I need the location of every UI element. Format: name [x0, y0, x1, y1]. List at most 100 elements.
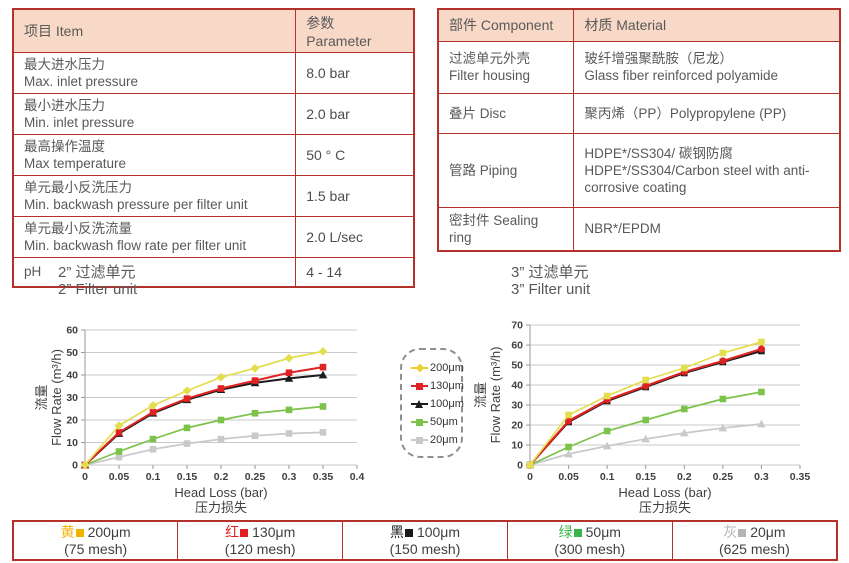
component-name-zh: 管路 Piping	[449, 162, 518, 178]
material-zh: HDPE*/SS304/ 碳钢防腐	[584, 145, 733, 161]
chart-3in-filter-unit: 0 10 20 30 40 50 60 70 0 0.05 0.1 0.15 0.2 0.25 0.3 0.3…	[473, 264, 810, 515]
data-point-icon	[758, 388, 765, 396]
bottom-legend-cell: 灰 20μm (625 mesh)	[671, 520, 838, 561]
data-point-icon	[216, 372, 226, 382]
data-point-icon	[565, 411, 572, 419]
bottom-legend: 黄 200μm (75 mesh) 红 130μm (120 mesh) 黑 100μ…	[12, 520, 838, 561]
material-en: HDPE*/SS304/Carbon steel with anti-corro…	[584, 162, 810, 195]
data-point-icon	[641, 434, 651, 443]
bottom-legend-cell: 绿 50μm (300 mesh)	[506, 520, 673, 561]
material-zh: NBR*/EPDM	[584, 221, 661, 237]
data-point-icon	[718, 423, 728, 432]
series-line-50μm	[84, 405, 324, 466]
color-name-zh: 绿	[558, 524, 573, 540]
svg-text:0.1: 0.1	[600, 471, 615, 483]
data-point-icon	[183, 440, 191, 447]
series-line-200μm	[84, 350, 324, 466]
data-point-icon	[319, 363, 327, 371]
item-name-en: Min. inlet pressure	[24, 115, 135, 130]
component-name-zh: 密封件 Sealing ring	[449, 212, 539, 245]
param-value: 1.5 bar	[295, 175, 415, 217]
series-line-20μm	[84, 431, 324, 466]
param-value: 4 - 14	[295, 257, 415, 287]
svg-text:流量: 流量	[34, 384, 49, 410]
legend-item: 20μm	[411, 431, 461, 449]
legend-marker-50um-icon	[411, 417, 428, 427]
color-swatch-icon	[573, 529, 582, 537]
data-point-icon	[319, 429, 327, 436]
svg-text:0.1: 0.1	[146, 471, 161, 483]
svg-text:70: 70	[511, 320, 523, 332]
spec-col-item-header: 项目 Item	[12, 8, 297, 53]
legend-label: 100μm	[430, 398, 464, 410]
data-point-icon	[758, 338, 765, 346]
data-point-icon	[182, 386, 192, 396]
data-point-icon	[318, 346, 328, 356]
material-en: Glass fiber reinforced polyamide	[584, 68, 778, 83]
svg-text:0: 0	[72, 460, 78, 472]
item-name-en: Max. inlet pressure	[24, 74, 139, 89]
legend-item: 200μm	[411, 359, 464, 377]
data-point-icon	[183, 395, 191, 402]
material-zh: 玻纤增强聚酰胺（尼龙）	[584, 51, 733, 66]
data-point-icon	[251, 432, 259, 440]
table-row: 单元最小反洗压力 Min. backwash pressure per filt…	[12, 175, 415, 217]
svg-text:0.35: 0.35	[313, 471, 334, 483]
table-row: 管路 Piping HDPE*/SS304/ 碳钢防腐 HDPE*/SS304/…	[437, 132, 841, 208]
material-table: 部件 Component 材质 Material 过滤单元外壳 Filter h…	[437, 8, 841, 252]
svg-text:0: 0	[517, 460, 523, 472]
svg-text:30: 30	[66, 392, 78, 404]
mat-col-component-header: 部件 Component	[437, 8, 575, 42]
legend-marker-100um-icon	[411, 399, 428, 409]
series-line-130μm	[84, 366, 324, 466]
legend-item: 50μm	[411, 413, 461, 431]
svg-text:20: 20	[66, 415, 78, 427]
data-point-icon	[149, 408, 157, 416]
data-point-icon	[642, 376, 650, 384]
param-value: 2.0 L/sec	[295, 216, 415, 258]
spec-col-param-header: 参数 Parameter	[295, 8, 415, 53]
mesh-size: (120 mesh)	[224, 541, 296, 557]
data-point-icon	[757, 345, 766, 353]
svg-text:流量: 流量	[473, 382, 488, 408]
table-row: 过滤单元外壳 Filter housing 玻纤增强聚酰胺（尼龙） Glass …	[437, 40, 841, 94]
data-point-icon	[285, 369, 293, 377]
micron-size: 200μm	[87, 524, 131, 540]
color-name-zh: 黄	[60, 524, 75, 540]
data-point-icon	[642, 416, 650, 424]
bottom-legend-cell: 黄 200μm (75 mesh)	[12, 520, 179, 561]
table-row: 单元最小反洗流量 Min. backwash flow rate per fil…	[12, 216, 415, 258]
item-name-zh: 最高操作温度	[24, 139, 105, 154]
svg-text:压力损失: 压力损失	[639, 500, 691, 515]
data-point-icon	[680, 405, 688, 413]
svg-text:30: 30	[511, 400, 523, 412]
svg-text:10: 10	[511, 440, 523, 452]
legend-label: 200μm	[430, 362, 464, 374]
data-point-icon	[603, 392, 611, 400]
micron-size: 130μm	[252, 524, 296, 540]
data-point-icon	[680, 364, 688, 372]
svg-text:0.15: 0.15	[177, 471, 198, 483]
item-name-en: Max temperature	[24, 156, 127, 171]
table-row: 最小进水压力 Min. inlet pressure 2.0 bar	[12, 93, 415, 135]
svg-text:60: 60	[511, 340, 523, 352]
svg-text:3” Filter unit: 3” Filter unit	[511, 281, 591, 298]
bottom-legend-cell: 红 130μm (120 mesh)	[177, 520, 344, 561]
component-name-en: Filter housing	[449, 68, 531, 83]
data-point-icon	[149, 445, 157, 453]
color-name-zh: 红	[225, 524, 240, 540]
item-name-zh: pH	[24, 264, 42, 280]
svg-text:10: 10	[66, 437, 78, 449]
data-point-icon	[285, 430, 293, 437]
data-point-icon	[719, 357, 727, 365]
legend-marker-200um-icon	[411, 363, 428, 373]
data-point-icon	[217, 416, 225, 424]
mesh-size: (75 mesh)	[64, 541, 128, 557]
micron-size: 100μm	[416, 524, 461, 540]
series-line-130μm	[529, 347, 762, 466]
legend-item: 130μm	[411, 377, 464, 395]
data-point-icon	[251, 377, 259, 384]
data-point-icon	[565, 443, 572, 451]
bottom-legend-cell: 黑 100μm (150 mesh)	[342, 520, 508, 561]
legend-marker-20um-icon	[411, 435, 428, 445]
